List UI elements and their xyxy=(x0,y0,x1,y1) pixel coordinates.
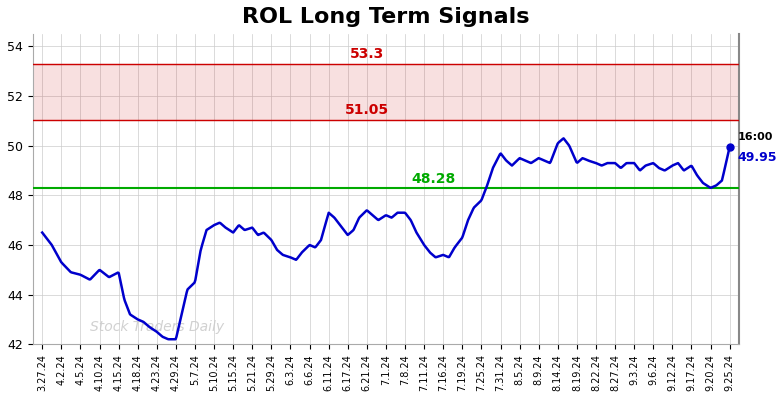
Text: Stock Traders Daily: Stock Traders Daily xyxy=(90,320,224,334)
Text: 49.95: 49.95 xyxy=(737,151,777,164)
Text: 51.05: 51.05 xyxy=(345,103,389,117)
Title: ROL Long Term Signals: ROL Long Term Signals xyxy=(242,7,530,27)
Text: 53.3: 53.3 xyxy=(350,47,384,61)
Text: 16:00: 16:00 xyxy=(737,132,773,142)
Text: 48.28: 48.28 xyxy=(412,172,456,186)
